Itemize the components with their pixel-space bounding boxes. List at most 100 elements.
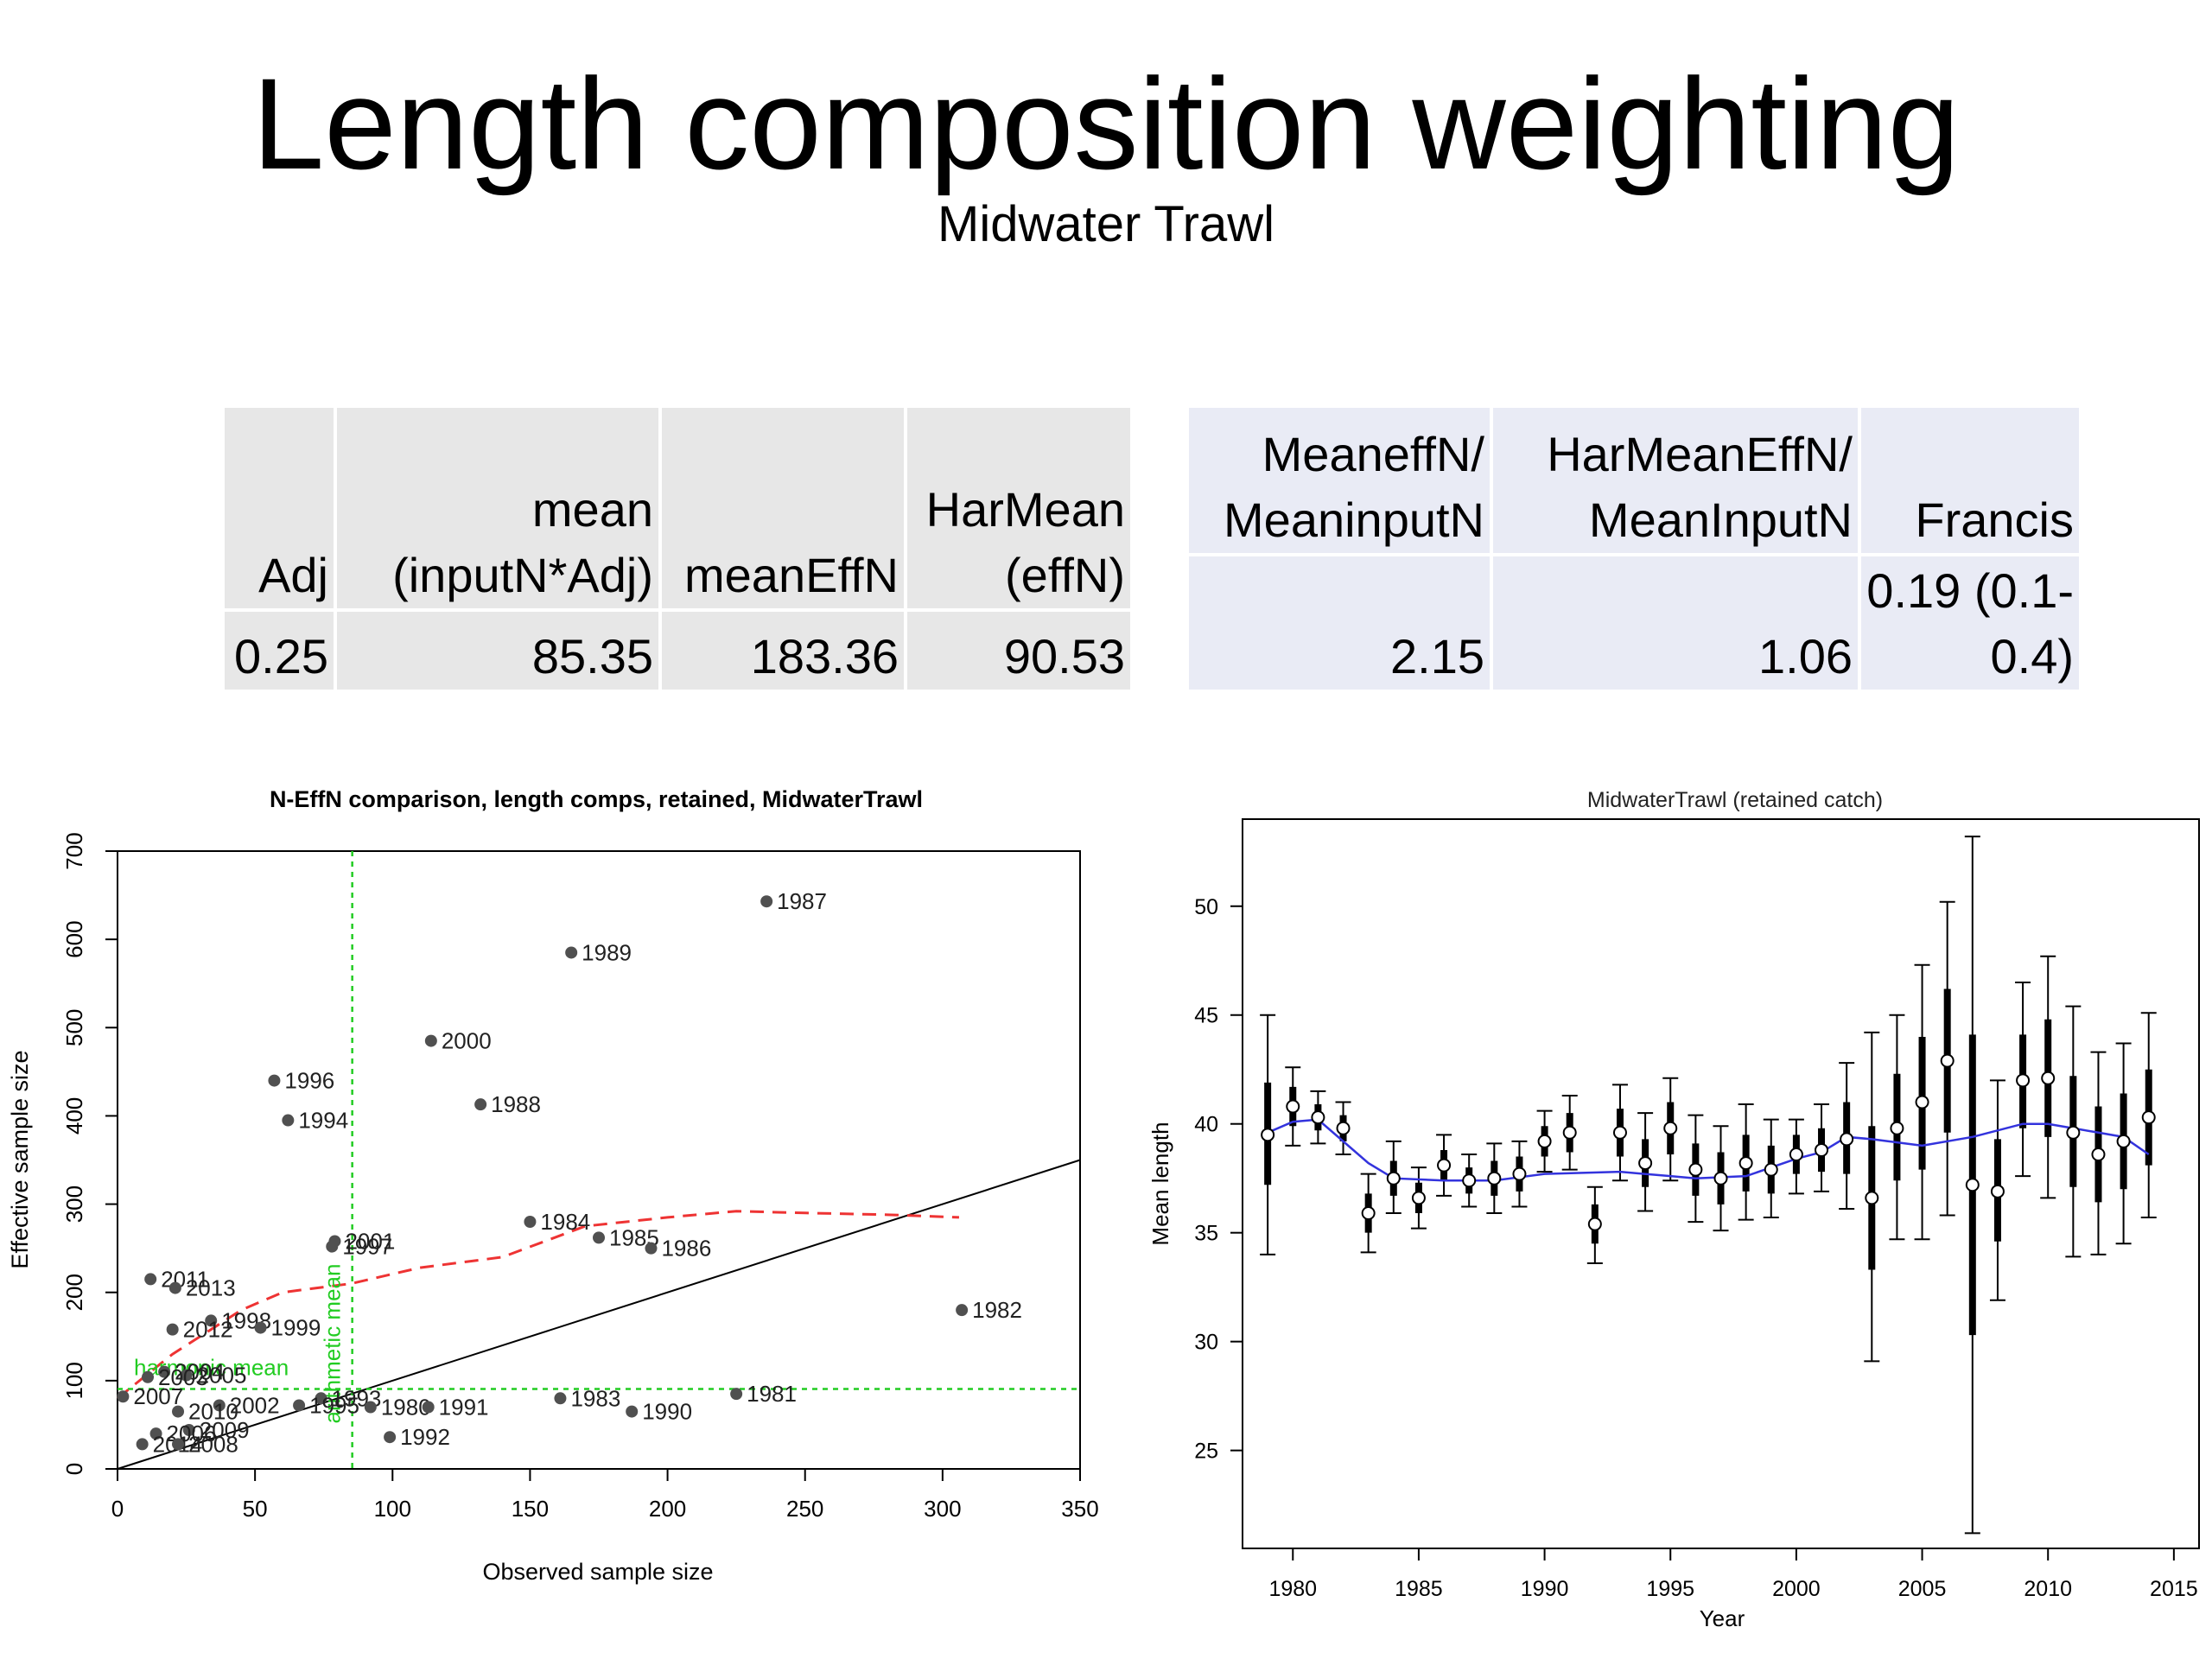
chart1-x-tick-label: 250	[786, 1496, 823, 1522]
chart2-x-tick-label: 1985	[1395, 1577, 1443, 1601]
chart1-title: N-EffN comparison, length comps, retaine…	[270, 786, 923, 812]
chart2-mean-point	[1512, 1166, 1527, 1181]
chart2-mean-point	[1587, 1217, 1602, 1231]
chart1-point	[326, 1240, 339, 1253]
chart1-point-label: 1988	[491, 1091, 541, 1117]
chart1-point	[565, 946, 578, 959]
chart2-mean-point	[1537, 1134, 1552, 1148]
chart2-x-axis-label: Year	[1700, 1605, 1745, 1631]
chart1-x-tick-label: 0	[111, 1496, 124, 1522]
chart1-point	[136, 1438, 149, 1451]
chart2-x-tick-label: 1995	[1646, 1577, 1694, 1601]
chart1-point-label: 2011	[161, 1266, 209, 1292]
chart2-mean-point	[1688, 1162, 1703, 1177]
chart1-point	[268, 1074, 281, 1087]
chart2-mean-point	[2041, 1071, 2056, 1085]
chart2-x-tick-label: 2015	[2150, 1577, 2198, 1601]
chart2-mean-point	[1990, 1184, 2005, 1198]
chart2-mean-point	[1865, 1191, 1879, 1205]
chart2-mean-point	[1411, 1191, 1426, 1205]
chart2-mean-point	[2116, 1134, 2131, 1148]
chart1-point	[956, 1304, 969, 1317]
chart1-point-label: 2008	[188, 1431, 238, 1457]
chart1-point	[282, 1114, 295, 1127]
chart1-point	[593, 1231, 605, 1244]
chart1-point	[205, 1314, 218, 1327]
chart1-point	[144, 1273, 157, 1286]
chart1-x-tick-label: 200	[649, 1496, 686, 1522]
chart2-mean-point	[2141, 1110, 2156, 1125]
chart1-point-label: 1984	[540, 1209, 590, 1235]
value-harmean-effn: 90.53	[907, 612, 1130, 690]
chart2-y-tick-label: 45	[1194, 1004, 1218, 1028]
chart2-title: MidwaterTrawl (retained catch)	[1587, 788, 1883, 812]
chart2-plot-frame	[1242, 818, 2200, 1549]
chart1-point-label: 1999	[271, 1315, 321, 1341]
chart1-point-label: 1989	[582, 939, 632, 965]
chart2-y-axis-label: Mean length	[1147, 1122, 1173, 1245]
chart1-point-label: 2001	[345, 1228, 395, 1254]
chart1-point-label: 1994	[298, 1108, 348, 1134]
chart1-point	[172, 1438, 185, 1451]
chart1-point-label: 1990	[642, 1399, 692, 1425]
chart1-point-label: 2010	[188, 1399, 238, 1425]
chart2-x-tick-label: 2010	[2024, 1577, 2072, 1601]
chart1-harmonic-mean-label: harmonic mean	[134, 1355, 289, 1381]
value-mean-input: 85.35	[337, 612, 658, 690]
chart2-mean-point	[1713, 1171, 1728, 1185]
header-francis: Francis	[1861, 408, 2079, 553]
value-meaneffn-ratio: 2.15	[1189, 556, 1490, 690]
chart1-point	[180, 1369, 193, 1382]
chart2-y-tick-label: 50	[1194, 895, 1218, 919]
header-meaneffn-ratio: MeaneffN/ MeaninputN	[1189, 408, 1490, 553]
chart1-point-label: 1995	[309, 1392, 359, 1418]
chart2-mean-point	[1915, 1095, 1929, 1109]
chart2-x-tick-label: 1990	[1521, 1577, 1569, 1601]
chart2-y-tick-label: 25	[1194, 1440, 1218, 1464]
chart1-point	[149, 1427, 162, 1440]
chart2-mean-point	[1840, 1132, 1854, 1147]
chart1-x-tick-label: 50	[243, 1496, 268, 1522]
chart1-point	[364, 1401, 377, 1414]
chart2-y-tick-label: 35	[1194, 1222, 1218, 1246]
chart1-point	[166, 1323, 179, 1336]
chart1-point-label: 2005	[197, 1363, 247, 1389]
chart1-point	[182, 1424, 195, 1437]
chart1-point	[142, 1370, 155, 1383]
chart1-x-tick-label: 100	[374, 1496, 411, 1522]
chart1-point	[645, 1242, 658, 1255]
chart1-point-label: 1997	[342, 1234, 392, 1260]
chart1-point-label: 1981	[747, 1381, 797, 1407]
chart1-point	[213, 1399, 226, 1412]
chart2-mean-point	[1336, 1121, 1351, 1135]
chart1-point	[254, 1321, 267, 1334]
header-mean-effn: meanEffN	[662, 408, 904, 608]
chart1-y-tick-label: 600	[61, 920, 87, 957]
chart1-point-label: 1982	[972, 1297, 1022, 1323]
weighting-table-left: Adj mean (inputN*Adj) meanEffN HarMean (…	[221, 404, 1134, 693]
chart1-point	[474, 1098, 487, 1111]
chart2-mean-point	[1462, 1173, 1477, 1188]
chart2-mean-point	[1261, 1128, 1275, 1142]
chart2-mean-point	[1890, 1121, 1904, 1135]
chart2-mean-point	[1764, 1162, 1778, 1177]
chart2-mean-point	[1612, 1125, 1627, 1140]
chart2-mean-point	[1562, 1125, 1577, 1140]
header-mean-input: mean (inputN*Adj)	[337, 408, 658, 608]
chart1-point-label: 2012	[183, 1317, 233, 1343]
chart1-point-label: 1991	[439, 1395, 489, 1421]
chart1-point-label: 2002	[230, 1392, 280, 1418]
chart1-y-tick-label: 100	[61, 1362, 87, 1399]
chart2-mean-point	[1815, 1142, 1829, 1157]
chart2-y-tick-label: 30	[1194, 1331, 1218, 1355]
chart1-x-axis-label: Observed sample size	[482, 1559, 713, 1585]
chart1-point-label: 2007	[133, 1383, 183, 1409]
chart1-x-tick-label: 150	[512, 1496, 549, 1522]
chart2-mean-point	[2066, 1125, 2081, 1140]
chart2-mean-point	[1738, 1156, 1753, 1171]
chart1-point	[422, 1401, 435, 1414]
chart2-mean-point	[2016, 1073, 2031, 1088]
chart1-point	[760, 895, 773, 908]
chart1-point	[730, 1388, 743, 1401]
